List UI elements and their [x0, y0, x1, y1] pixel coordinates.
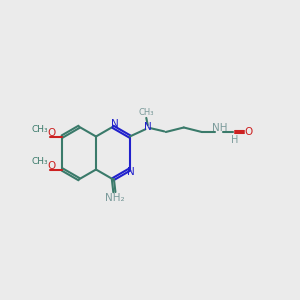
Text: O: O: [48, 128, 56, 138]
Text: CH₃: CH₃: [139, 108, 154, 117]
Text: O: O: [244, 127, 252, 137]
Text: H: H: [231, 135, 238, 146]
Text: N: N: [144, 122, 152, 133]
Text: N: N: [128, 167, 135, 177]
Text: N: N: [110, 119, 118, 129]
Text: O: O: [48, 161, 56, 171]
Text: NH₂: NH₂: [105, 193, 124, 203]
Text: CH₃: CH₃: [32, 124, 48, 134]
Text: CH₃: CH₃: [32, 158, 48, 166]
Text: NH: NH: [212, 123, 227, 134]
